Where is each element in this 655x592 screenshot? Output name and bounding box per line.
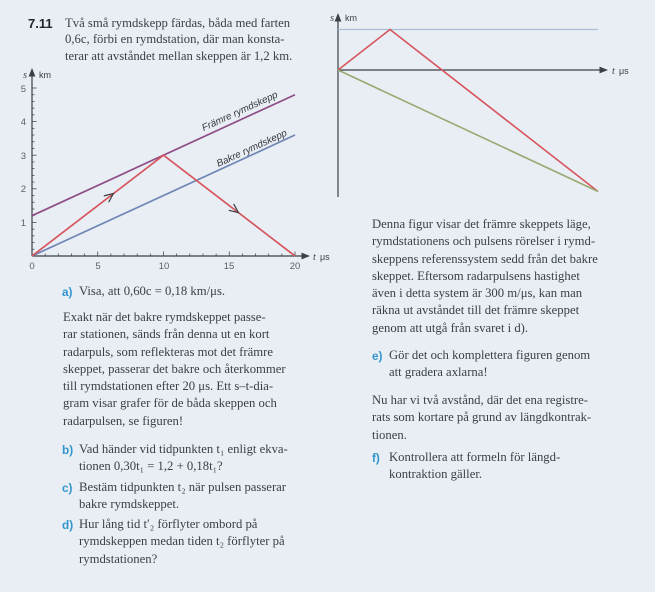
x-axis-arrow-icon (301, 252, 310, 260)
station-frame-diagram: s km t μs 0 5 10 15 20 1 2 3 4 5 Främre … (21, 68, 330, 272)
item-e: e) Gör det och komplettera figuren genom… (372, 347, 655, 382)
y-tick-labels: 1 2 3 4 5 (21, 84, 26, 229)
right-paragraph-1: Denna figur visar det främre skeppets lä… (372, 217, 598, 335)
y-axis-arrow-icon (28, 68, 36, 77)
item-b-text: Vad händer vid tidpunkten t₁ enligt ekva… (79, 442, 288, 474)
radarpuls-line (337, 28, 599, 193)
pulse-up-arrow-icon (103, 192, 115, 203)
item-d-text: Hur lång tid t′₂ förflyter ombord på rym… (79, 517, 285, 566)
y-tick-5: 5 (21, 84, 26, 95)
item-f-text: Kontrollera att formeln för längd- kontr… (389, 450, 561, 482)
x-axis-unit: μs (320, 252, 330, 262)
x-axis-arrow-icon (599, 66, 608, 74)
front-ship-line-label: Främre rymdskepp (200, 89, 280, 134)
item-e-label: e) (372, 349, 383, 363)
y-axis-arrow-icon (334, 13, 342, 22)
y-tick-4: 4 (21, 117, 26, 128)
item-c: c) Bestäm tidpunkten t₂ när pulsen passe… (62, 479, 362, 514)
radarpuls-line (31, 154, 296, 257)
item-c-label: c) (62, 481, 73, 495)
item-f-label: f) (372, 451, 380, 465)
back-ship-line-label: Bakre rymdskepp (215, 128, 289, 170)
x-tick-15: 15 (224, 261, 235, 272)
x-tick-20: 20 (290, 261, 301, 272)
item-d: d) Hur lång tid t′₂ förflyter ombord på … (62, 516, 362, 568)
item-b-label: b) (62, 443, 74, 457)
y-tick-2: 2 (21, 184, 26, 195)
item-d-label: d) (62, 518, 74, 532)
problem-statement: Två små rymdskepp färdas, båda med farte… (65, 16, 293, 63)
rymdstationen-line (337, 69, 599, 193)
item-e-text: Gör det och komplettera figuren genom at… (389, 348, 591, 380)
series-lines (337, 28, 599, 193)
item-c-text: Bestäm tidpunkten t₂ när pulsen passerar… (79, 480, 287, 512)
item-a-label: a) (62, 285, 73, 299)
pulse-down-arrow-icon (228, 203, 240, 214)
right-paragraph-2: Nu har vi två avstånd, där det ena regis… (372, 393, 592, 442)
ship-frame-diagram: s km t μs (330, 13, 629, 197)
y-axis-unit: km (345, 13, 357, 23)
x-tick-labels: 0 5 10 15 20 (29, 261, 300, 272)
item-b: b) Vad händer vid tidpunkten t₁ enligt e… (62, 441, 362, 476)
problem-header: 7.11 Två små rymdskepp färdas, båda med … (28, 15, 350, 64)
x-axis-variable: t (612, 66, 615, 77)
x-tick-10: 10 (159, 261, 170, 272)
item-a-text: Visa, att 0,60c = 0,18 km/μs. (79, 284, 226, 298)
problem-number: 7.11 (28, 16, 53, 31)
x-axis-variable: t (313, 252, 316, 263)
y-axis-variable: s (330, 13, 334, 24)
x-tick-0: 0 (29, 261, 34, 272)
x-axis-unit: μs (619, 66, 629, 76)
item-a: a) Visa, att 0,60c = 0,18 km/μs. (62, 283, 362, 301)
y-tick-3: 3 (21, 151, 26, 162)
y-tick-1: 1 (21, 218, 26, 229)
y-axis-variable: s (23, 70, 27, 81)
series-lines (31, 93, 296, 257)
left-paragraph: Exakt när det bakre rymdskeppet passe- r… (63, 310, 286, 428)
x-tick-5: 5 (95, 261, 100, 272)
bakre-rymdskepp-line (31, 134, 296, 257)
y-axis-unit: km (39, 70, 51, 80)
item-f: f) Kontrollera att formeln för längd- ko… (372, 449, 655, 484)
